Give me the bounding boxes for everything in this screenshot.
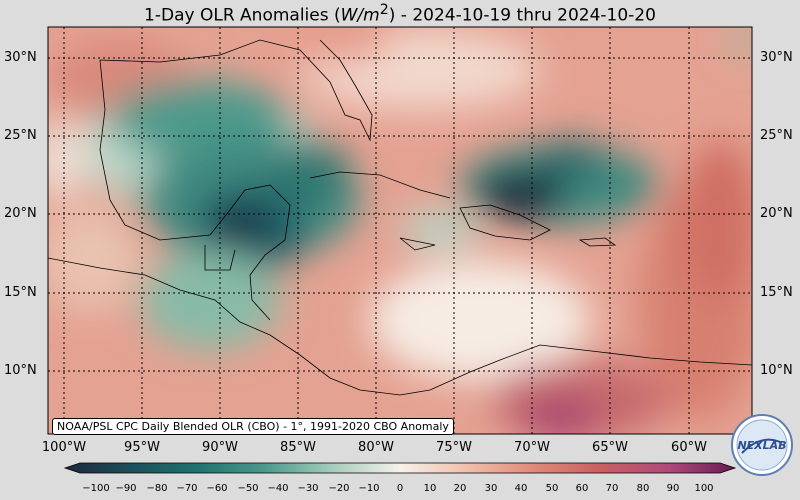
colorbar-tick: −50	[237, 483, 259, 494]
lat-label-left: 25°N	[4, 128, 37, 143]
lat-label-right: 15°N	[760, 285, 793, 300]
lat-label-left: 30°N	[4, 50, 37, 65]
colorbar-tick: 100	[694, 483, 714, 494]
lat-label-left: 10°N	[4, 363, 37, 378]
colorbar-tick: −20	[328, 483, 350, 494]
nexlab-logo[interactable]: NEXLAB	[730, 413, 794, 477]
lat-label-right: 20°N	[760, 206, 793, 221]
lat-label-left: 15°N	[4, 285, 37, 300]
lat-label-right: 25°N	[760, 128, 793, 143]
colorbar-tick: −70	[176, 483, 198, 494]
colorbar-tick: −90	[115, 483, 137, 494]
colorbar-tick: −30	[297, 483, 319, 494]
lon-label: 70°W	[514, 440, 550, 455]
svg-text:NEXLAB: NEXLAB	[737, 439, 786, 452]
lon-label: 75°W	[436, 440, 472, 455]
lon-label: 95°W	[124, 440, 160, 455]
lon-label: 65°W	[592, 440, 628, 455]
lat-label-right: 30°N	[760, 50, 793, 65]
colorbar-tick: −60	[206, 483, 228, 494]
lat-label-left: 20°N	[4, 206, 37, 221]
lon-label: 100°W	[41, 440, 87, 455]
colorbar-tick: 90	[666, 483, 680, 494]
map-title: 1-Day OLR Anomalies (W/m2) - 2024-10-19 …	[144, 2, 656, 26]
anomaly-field	[48, 27, 752, 434]
lon-label: 80°W	[358, 440, 394, 455]
colorbar-tick: 30	[484, 483, 498, 494]
colorbar-tick: 70	[605, 483, 619, 494]
lat-label-right: 10°N	[760, 363, 793, 378]
colorbar-tick: −80	[146, 483, 168, 494]
lon-label: 90°W	[202, 440, 238, 455]
colorbar-tick: 80	[636, 483, 650, 494]
colorbar-tick: 60	[575, 483, 589, 494]
lon-label: 60°W	[671, 440, 707, 455]
colorbar-tick: −40	[267, 483, 289, 494]
colorbar	[63, 462, 737, 474]
colorbar-tick: −100	[82, 483, 110, 494]
colorbar-tick: 0	[396, 483, 404, 494]
colorbar-tick: 50	[545, 483, 559, 494]
colorbar-tick: 10	[423, 483, 437, 494]
coastlines	[48, 39, 752, 396]
data-source-credit: NOAA/PSL CPC Daily Blended OLR (CBO) - 1…	[52, 418, 454, 435]
colorbar-tick: 20	[453, 483, 467, 494]
lon-label: 85°W	[280, 440, 316, 455]
colorbar-tick: −10	[358, 483, 380, 494]
colorbar-tick: 40	[514, 483, 528, 494]
graticule	[48, 27, 752, 434]
